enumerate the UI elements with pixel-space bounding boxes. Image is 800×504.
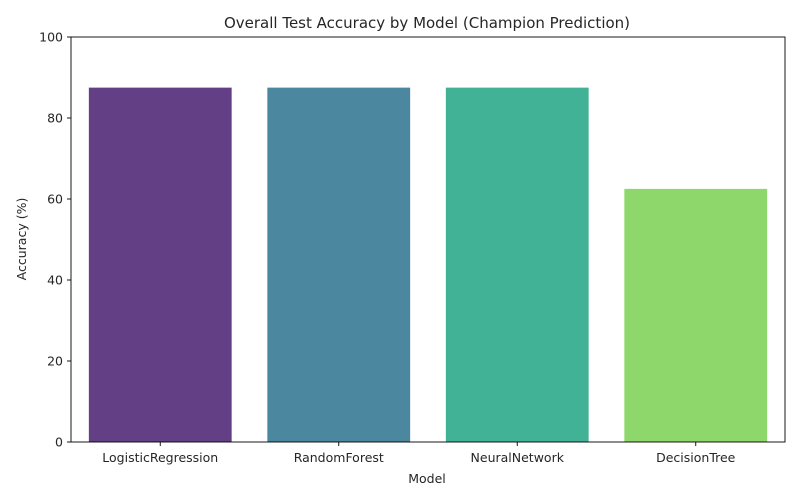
bar-LogisticRegression (88, 87, 232, 442)
plot-frame (70, 36, 786, 443)
x-tick-label: RandomForest (294, 450, 384, 465)
y-tick-label: 0 (55, 435, 63, 450)
x-tick-label: NeuralNetwork (471, 450, 565, 465)
bar-RandomForest (267, 87, 411, 442)
bars-group (88, 87, 768, 442)
y-tick-label: 100 (39, 30, 63, 45)
x-tick-label: DecisionTree (656, 450, 736, 465)
chart-title: Overall Test Accuracy by Model (Champion… (224, 14, 630, 32)
x-axis-label: Model (408, 471, 446, 486)
x-ticks-group: LogisticRegression RandomForest NeuralNetw… (102, 442, 736, 465)
y-tick-label: 80 (47, 111, 63, 126)
bar-DecisionTree (624, 188, 768, 442)
x-tick-label: LogisticRegression (102, 450, 218, 465)
y-tick-label: 40 (47, 273, 63, 288)
y-tick-label: 60 (47, 192, 63, 207)
y-tick-label: 20 (47, 354, 63, 369)
y-axis-label: Accuracy (%) (14, 198, 29, 281)
y-ticks-group: 0 20 40 60 80 100 (39, 30, 71, 450)
bar-NeuralNetwork (445, 87, 589, 442)
